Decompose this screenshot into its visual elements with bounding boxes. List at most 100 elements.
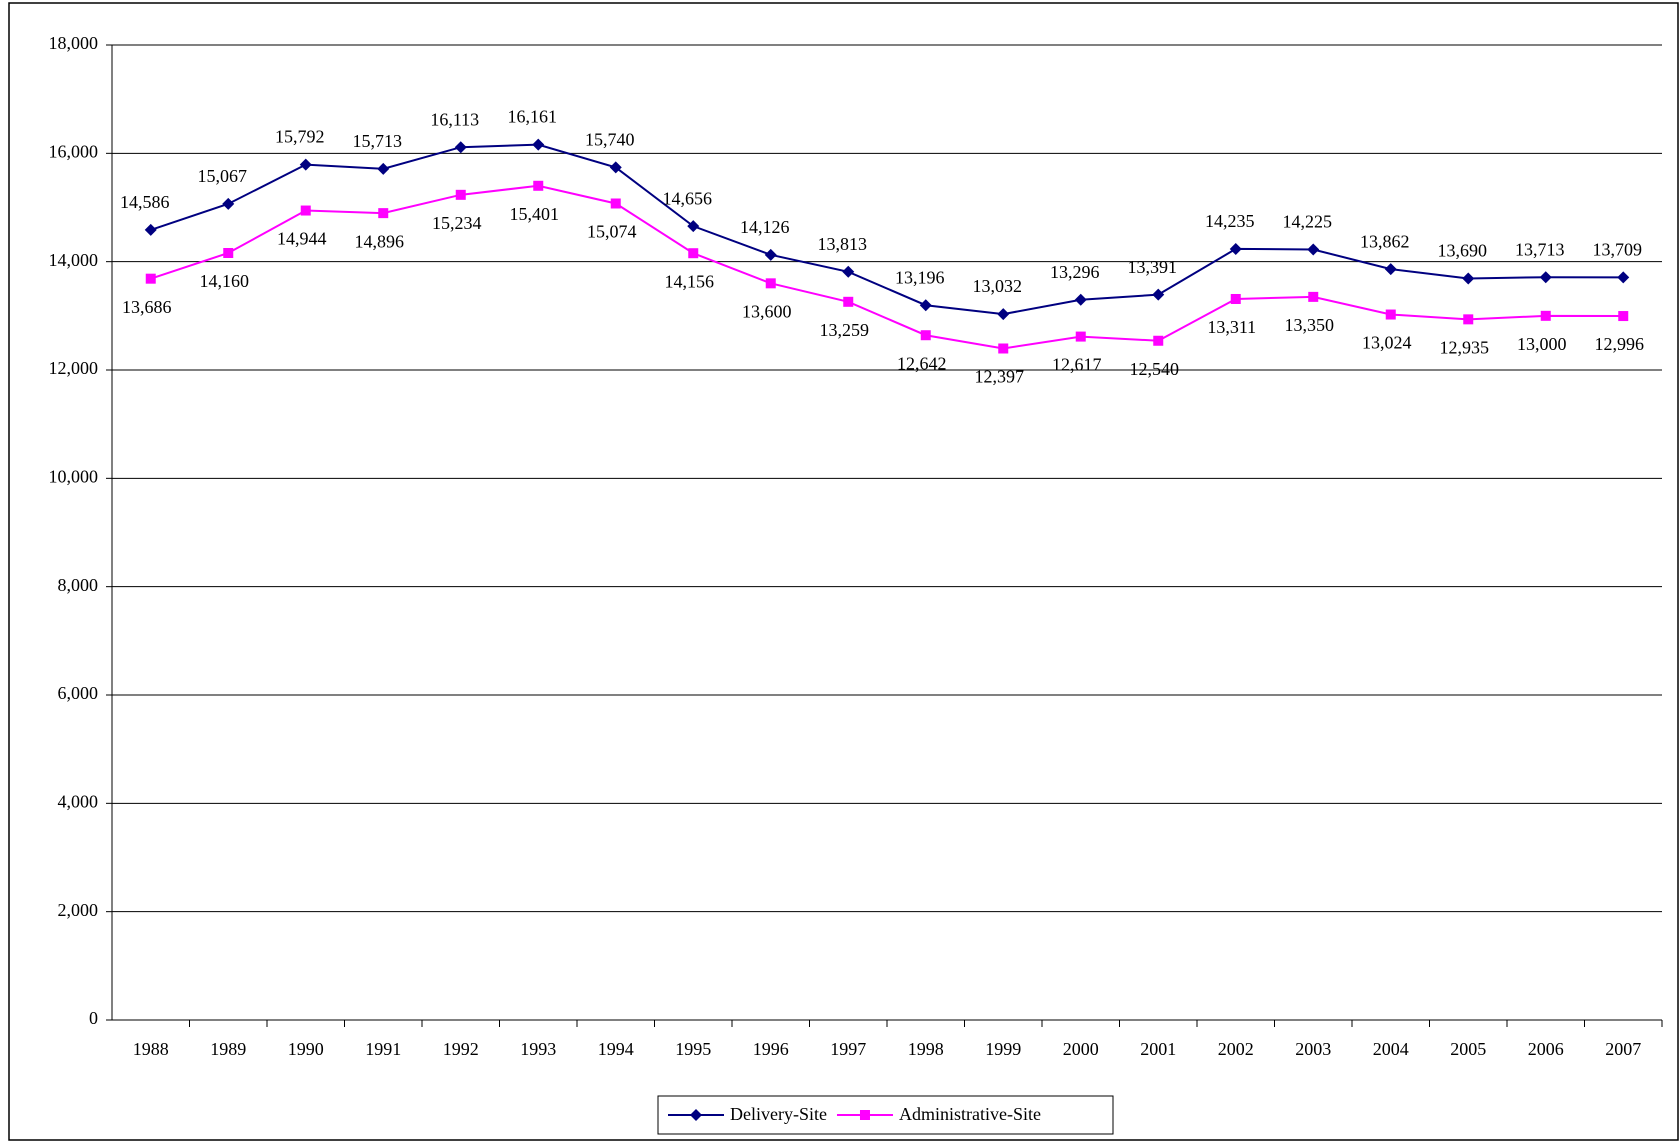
marker xyxy=(1540,310,1551,321)
data-label: 13,862 xyxy=(1360,231,1410,251)
marker xyxy=(532,138,545,151)
marker xyxy=(378,208,389,219)
data-label: 13,600 xyxy=(742,301,792,321)
marker xyxy=(223,248,234,258)
x-tick-label: 2005 xyxy=(1450,1039,1486,1059)
data-label: 14,944 xyxy=(277,229,327,249)
data-label: 13,032 xyxy=(973,276,1023,296)
x-tick-label: 1997 xyxy=(830,1039,866,1059)
marker xyxy=(1075,331,1086,342)
legend: Delivery-Site Administrative-Site xyxy=(657,1095,1114,1135)
marker xyxy=(377,162,390,175)
marker xyxy=(842,265,855,278)
data-label: 15,074 xyxy=(587,222,637,242)
y-tick-label: 8,000 xyxy=(58,575,99,595)
marker xyxy=(859,1110,870,1120)
marker xyxy=(1385,309,1396,320)
data-label: 14,126 xyxy=(740,217,790,237)
data-label: 13,296 xyxy=(1050,262,1100,282)
x-tick-label: 1988 xyxy=(133,1039,169,1059)
data-label: 13,709 xyxy=(1593,240,1643,260)
marker xyxy=(764,248,777,261)
x-tick-label: 2002 xyxy=(1218,1039,1254,1059)
x-tick-label: 1999 xyxy=(985,1039,1021,1059)
data-label: 13,350 xyxy=(1285,315,1335,335)
data-label: 15,234 xyxy=(432,213,482,233)
x-tick-label: 1989 xyxy=(210,1039,246,1059)
data-label: 15,067 xyxy=(198,166,248,186)
marker xyxy=(1463,314,1474,325)
data-label: 13,311 xyxy=(1207,317,1256,337)
x-tick-label: 1995 xyxy=(675,1039,711,1059)
y-tick-label: 16,000 xyxy=(49,141,99,161)
data-label: 13,686 xyxy=(122,297,172,317)
marker xyxy=(997,308,1010,321)
marker xyxy=(1152,288,1165,301)
data-label: 12,996 xyxy=(1595,334,1645,354)
data-label: 14,160 xyxy=(200,271,250,291)
x-tick-label: 1996 xyxy=(753,1039,789,1059)
marker xyxy=(1384,263,1397,276)
marker xyxy=(1308,291,1319,302)
x-tick-label: 2003 xyxy=(1295,1039,1331,1059)
marker xyxy=(920,330,931,341)
y-tick-label: 0 xyxy=(89,1008,98,1028)
data-label: 13,690 xyxy=(1438,241,1488,261)
marker xyxy=(144,223,157,236)
x-tick-label: 2000 xyxy=(1063,1039,1099,1059)
data-label: 14,156 xyxy=(665,271,715,291)
data-label: 16,113 xyxy=(430,109,479,129)
data-label: 13,196 xyxy=(895,267,945,287)
data-label: 13,259 xyxy=(820,320,870,340)
marker xyxy=(1618,311,1629,322)
y-tick-label: 10,000 xyxy=(49,466,99,486)
data-label: 12,935 xyxy=(1440,337,1490,357)
data-label: 13,000 xyxy=(1517,334,1567,354)
x-tick-label: 1998 xyxy=(908,1039,944,1059)
marker xyxy=(1307,243,1320,256)
marker xyxy=(1617,271,1630,284)
marker xyxy=(919,299,932,312)
data-label: 14,896 xyxy=(355,231,405,251)
y-tick-label: 6,000 xyxy=(58,683,99,703)
y-tick-label: 18,000 xyxy=(49,33,99,53)
legend-label: Delivery-Site xyxy=(730,1104,827,1124)
y-tick-label: 2,000 xyxy=(58,900,99,920)
data-label: 14,225 xyxy=(1283,212,1333,232)
x-tick-label: 1990 xyxy=(288,1039,324,1059)
marker xyxy=(609,161,622,174)
marker xyxy=(1462,272,1475,285)
chart-border xyxy=(8,2,1679,1141)
data-label: 14,586 xyxy=(120,192,170,212)
x-tick-label: 2007 xyxy=(1605,1039,1641,1059)
x-tick-label: 1991 xyxy=(365,1039,401,1059)
data-label: 14,656 xyxy=(663,188,713,208)
x-tick-label: 1994 xyxy=(598,1039,634,1059)
data-label: 15,401 xyxy=(510,204,560,224)
marker xyxy=(1153,335,1164,346)
data-label: 12,540 xyxy=(1130,359,1180,379)
data-label: 15,713 xyxy=(353,131,403,151)
marker xyxy=(533,180,544,191)
marker xyxy=(688,248,699,259)
data-label: 13,713 xyxy=(1515,239,1565,259)
marker xyxy=(687,220,700,233)
marker xyxy=(300,205,311,216)
marker xyxy=(1074,293,1087,306)
marker xyxy=(299,158,312,171)
data-label: 15,792 xyxy=(275,127,325,147)
marker xyxy=(1539,271,1552,284)
data-label: 13,391 xyxy=(1128,257,1178,277)
data-label: 12,397 xyxy=(975,367,1025,387)
x-tick-label: 1993 xyxy=(520,1039,556,1059)
marker xyxy=(610,198,621,209)
data-label: 12,617 xyxy=(1052,355,1102,375)
series-line xyxy=(150,143,1624,316)
data-label: 14,235 xyxy=(1205,211,1255,231)
marker xyxy=(145,273,156,284)
data-label: 12,642 xyxy=(897,353,947,373)
marker xyxy=(765,278,776,289)
y-tick-label: 12,000 xyxy=(49,358,99,378)
